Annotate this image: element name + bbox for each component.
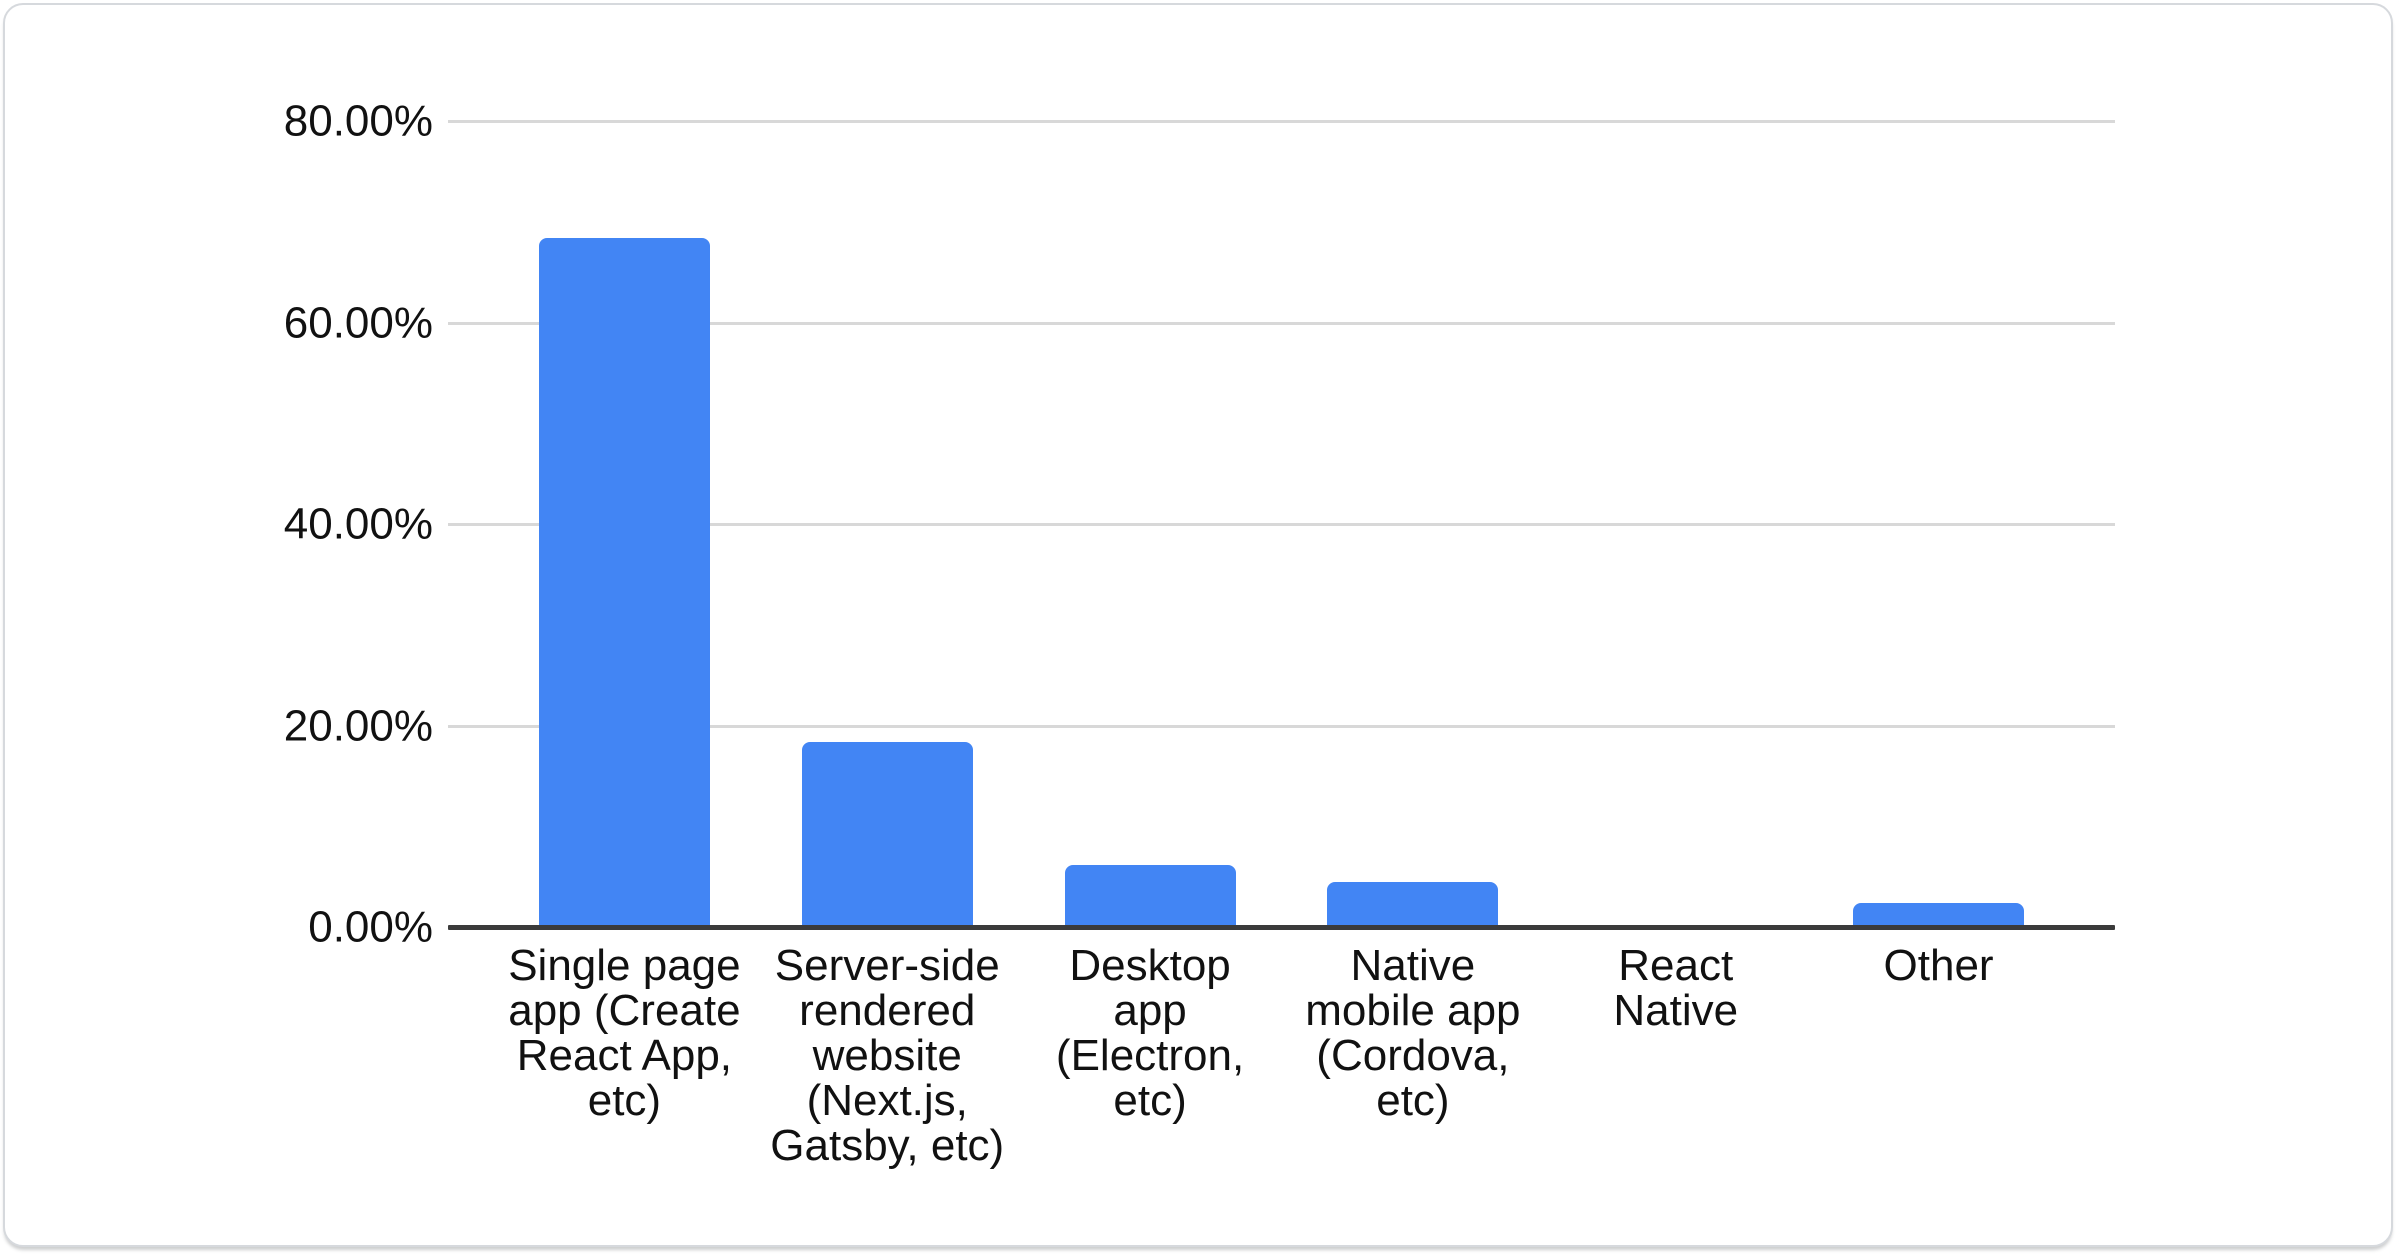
y-axis-labels: 80.00% 60.00% 40.00% 20.00% 0.00% (5, 99, 433, 950)
y-tick-label: 60.00% (283, 298, 433, 347)
x-category-label: Single page app (Create React App, etc) (508, 941, 741, 1125)
gridline (448, 724, 2115, 728)
plot-area (448, 120, 2115, 930)
chart-bar[interactable] (1327, 881, 1499, 927)
gridline (448, 120, 2115, 123)
chart-bar[interactable] (1853, 902, 2025, 927)
gridline (448, 321, 2115, 325)
x-category-label: Server-side rendered website (Next.js, G… (770, 941, 1005, 1170)
x-axis-line (448, 925, 2115, 930)
bar-slot (493, 121, 756, 927)
chart-bar[interactable] (538, 237, 710, 927)
bar-slot (1019, 121, 1282, 927)
bar-slot (1544, 121, 1807, 927)
chart-card: 80.00% 60.00% 40.00% 20.00% 0.00% Single pag… (3, 3, 2393, 1247)
y-tick-label: 80.00% (283, 96, 433, 146)
x-category-label: Desktop app (Electron, etc) (1055, 941, 1245, 1125)
y-tick-label: 20.00% (283, 701, 433, 750)
x-axis-labels: Single page app (Create React App, etc) S… (448, 943, 2115, 1168)
x-category-label: Other (1883, 941, 1994, 990)
x-category-label: Native mobile app (Cordova, etc) (1305, 941, 1521, 1125)
bar-slot (1807, 121, 2070, 927)
x-category-label: React Native (1613, 941, 1739, 1035)
gridline (448, 523, 2115, 526)
bar-slot (756, 121, 1019, 927)
bar-slot (1281, 121, 1544, 927)
chart-bar[interactable] (1064, 864, 1236, 927)
chart-bar[interactable] (801, 741, 973, 927)
bar-chart: 80.00% 60.00% 40.00% 20.00% 0.00% Single pag… (5, 5, 2391, 1245)
y-tick-label: 40.00% (283, 499, 433, 549)
y-tick-label: 0.00% (308, 902, 433, 952)
bars-container (493, 121, 2070, 927)
